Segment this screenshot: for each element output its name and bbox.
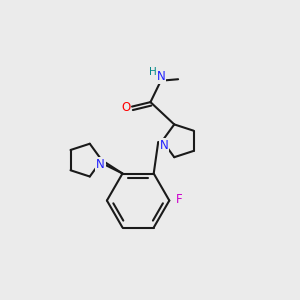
Text: O: O (121, 101, 130, 114)
Text: N: N (159, 139, 168, 152)
Text: N: N (157, 70, 166, 83)
Text: F: F (176, 193, 182, 206)
Text: H: H (149, 68, 156, 77)
Text: N: N (96, 158, 105, 171)
